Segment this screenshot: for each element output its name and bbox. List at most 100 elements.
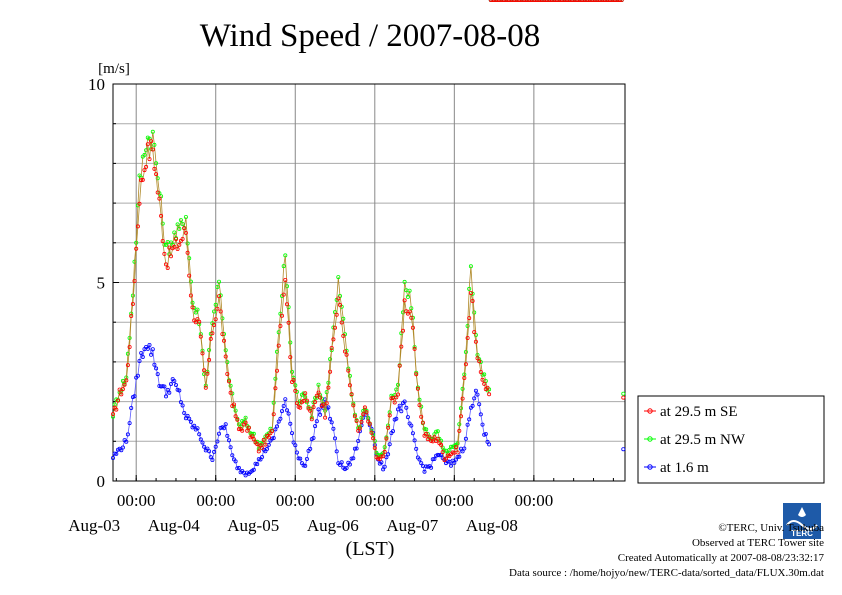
data-point [140, 354, 145, 359]
data-point [198, 334, 203, 339]
data-point [384, 436, 389, 441]
data-point [233, 408, 238, 413]
data-point [175, 222, 180, 227]
data-point [187, 416, 192, 421]
x-tick-time-label: 00:00 [355, 491, 394, 510]
data-point [173, 382, 178, 387]
data-point [303, 463, 308, 468]
data-point [251, 437, 256, 442]
data-point [159, 213, 164, 218]
data-point [550, 0, 555, 2]
data-point [412, 438, 417, 443]
data-point [561, 0, 566, 2]
legend-box [637, 395, 825, 484]
data-point [574, 0, 579, 2]
data-point [453, 445, 458, 450]
y-axis-unit-label: [m/s] [98, 61, 130, 77]
data-point [565, 0, 569, 2]
data-point [381, 454, 386, 459]
data-point [435, 436, 440, 441]
data-point [303, 391, 308, 396]
data-point [480, 377, 485, 382]
x-tick-time-label: 00:00 [196, 491, 235, 510]
data-point [122, 382, 127, 387]
data-point [114, 407, 119, 412]
data-point [149, 352, 154, 357]
data-point [410, 431, 415, 436]
data-point [503, 0, 508, 2]
data-point [185, 413, 190, 418]
data-point [276, 419, 281, 424]
data-point [560, 0, 564, 2]
data-point [213, 302, 218, 307]
data-point [478, 412, 483, 417]
data-point [440, 450, 445, 455]
data-point [395, 392, 400, 397]
data-point [608, 0, 613, 2]
data-point [528, 0, 533, 2]
data-point [281, 292, 286, 297]
data-point [475, 392, 480, 397]
data-point [530, 0, 535, 2]
data-point [382, 464, 387, 469]
data-point [329, 420, 334, 425]
data-point [208, 455, 213, 460]
data-point [376, 456, 381, 461]
data-point [168, 254, 173, 259]
data-point [289, 431, 294, 436]
data-point [316, 382, 321, 387]
data-point [402, 279, 407, 284]
data-point [405, 415, 410, 420]
data-point [467, 286, 472, 291]
data-point [379, 454, 384, 459]
data-point [458, 406, 463, 411]
legend-swatch-marker [647, 464, 653, 470]
data-point [221, 426, 226, 431]
data-point [177, 242, 182, 247]
data-point [434, 429, 439, 434]
data-point [457, 422, 462, 427]
data-point [316, 390, 321, 395]
terc-logo-text: TERC [791, 529, 813, 538]
data-point [250, 434, 255, 439]
data-point [599, 0, 604, 2]
data-point [185, 241, 190, 246]
data-point [137, 358, 142, 363]
data-point [215, 284, 220, 289]
data-point [460, 449, 465, 454]
data-point [228, 383, 233, 388]
data-point [611, 0, 616, 2]
data-point [483, 431, 488, 436]
data-point [379, 460, 384, 465]
data-point [255, 442, 260, 447]
data-point [472, 330, 477, 335]
data-point [180, 221, 185, 226]
data-point [180, 236, 185, 241]
data-point [111, 412, 116, 417]
data-point [198, 437, 203, 442]
data-point [256, 449, 261, 454]
data-point [288, 340, 293, 345]
data-point [589, 0, 594, 2]
data-point [621, 447, 626, 452]
data-point [404, 405, 409, 410]
data-point [334, 312, 339, 317]
data-point [286, 320, 291, 325]
data-point [168, 381, 173, 386]
data-point [132, 259, 137, 264]
data-point [279, 313, 284, 318]
data-point [276, 330, 281, 335]
data-point [341, 333, 346, 338]
data-point [140, 177, 145, 182]
data-point [200, 440, 205, 445]
chart-title: Wind Speed / 2007-08-08 [200, 18, 541, 54]
data-point [154, 161, 159, 166]
data-point [311, 405, 316, 410]
data-point [424, 431, 429, 436]
terc-logo: TERC [783, 503, 821, 539]
data-point [455, 441, 460, 446]
data-point [409, 315, 414, 320]
data-point [195, 317, 200, 322]
data-point [216, 294, 221, 299]
data-point [152, 362, 157, 367]
